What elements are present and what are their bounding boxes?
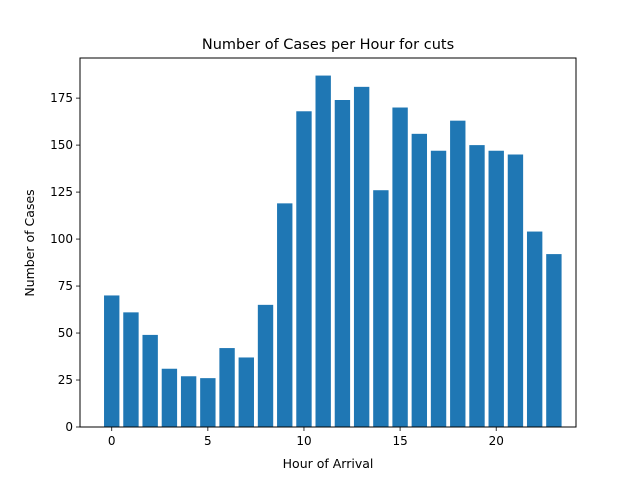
bars-group xyxy=(104,75,562,428)
x-tick-label: 15 xyxy=(392,434,407,448)
bar-hour-11 xyxy=(315,75,331,427)
bar-hour-6 xyxy=(219,348,235,427)
x-tick-label: 0 xyxy=(108,434,116,448)
bar-hour-9 xyxy=(277,203,293,427)
bar-hour-10 xyxy=(296,111,312,427)
bar-hour-13 xyxy=(353,86,370,427)
bar-hour-16 xyxy=(411,133,428,427)
bar-hour-17 xyxy=(430,150,447,428)
bar-hour-19 xyxy=(469,145,485,428)
x-tick-label: 10 xyxy=(296,434,311,448)
y-tick-label: 0 xyxy=(65,420,73,434)
x-axis-label: Hour of Arrival xyxy=(283,456,374,471)
bar-hour-2 xyxy=(142,334,158,427)
bar-hour-15 xyxy=(392,107,408,428)
y-axis-label: Number of Cases xyxy=(22,189,37,296)
y-tick-label: 125 xyxy=(50,185,73,199)
y-tick-label: 175 xyxy=(50,91,73,105)
chart-title: Number of Cases per Hour for cuts xyxy=(202,37,454,53)
bar-hour-7 xyxy=(238,357,254,427)
y-tick-label: 50 xyxy=(58,326,73,340)
bar-hour-18 xyxy=(450,120,466,428)
bar-hour-14 xyxy=(373,190,389,427)
bar-hour-4 xyxy=(180,376,197,427)
bar-hour-22 xyxy=(526,231,543,427)
y-tick-label: 150 xyxy=(50,138,73,152)
x-axis-ticks: 0 5 10 15 20 xyxy=(108,427,504,448)
bar-hour-1 xyxy=(123,312,139,427)
bar-hour-12 xyxy=(334,100,351,427)
bar-hour-8 xyxy=(257,304,274,427)
bar-hour-23 xyxy=(546,254,562,427)
y-tick-label: 25 xyxy=(58,373,73,387)
y-axis-ticks: 0 25 50 75 100 125 150 175 xyxy=(50,91,80,434)
bar-hour-0 xyxy=(104,295,120,427)
y-tick-label: 75 xyxy=(58,279,73,293)
x-tick-label: 5 xyxy=(204,434,212,448)
bar-hour-20 xyxy=(488,150,504,428)
bar-hour-5 xyxy=(200,378,216,427)
bar-hour-3 xyxy=(161,368,178,427)
y-tick-label: 100 xyxy=(50,232,73,246)
plot-frame xyxy=(79,57,577,428)
x-tick-label: 20 xyxy=(489,434,504,448)
bar-hour-21 xyxy=(507,154,524,427)
